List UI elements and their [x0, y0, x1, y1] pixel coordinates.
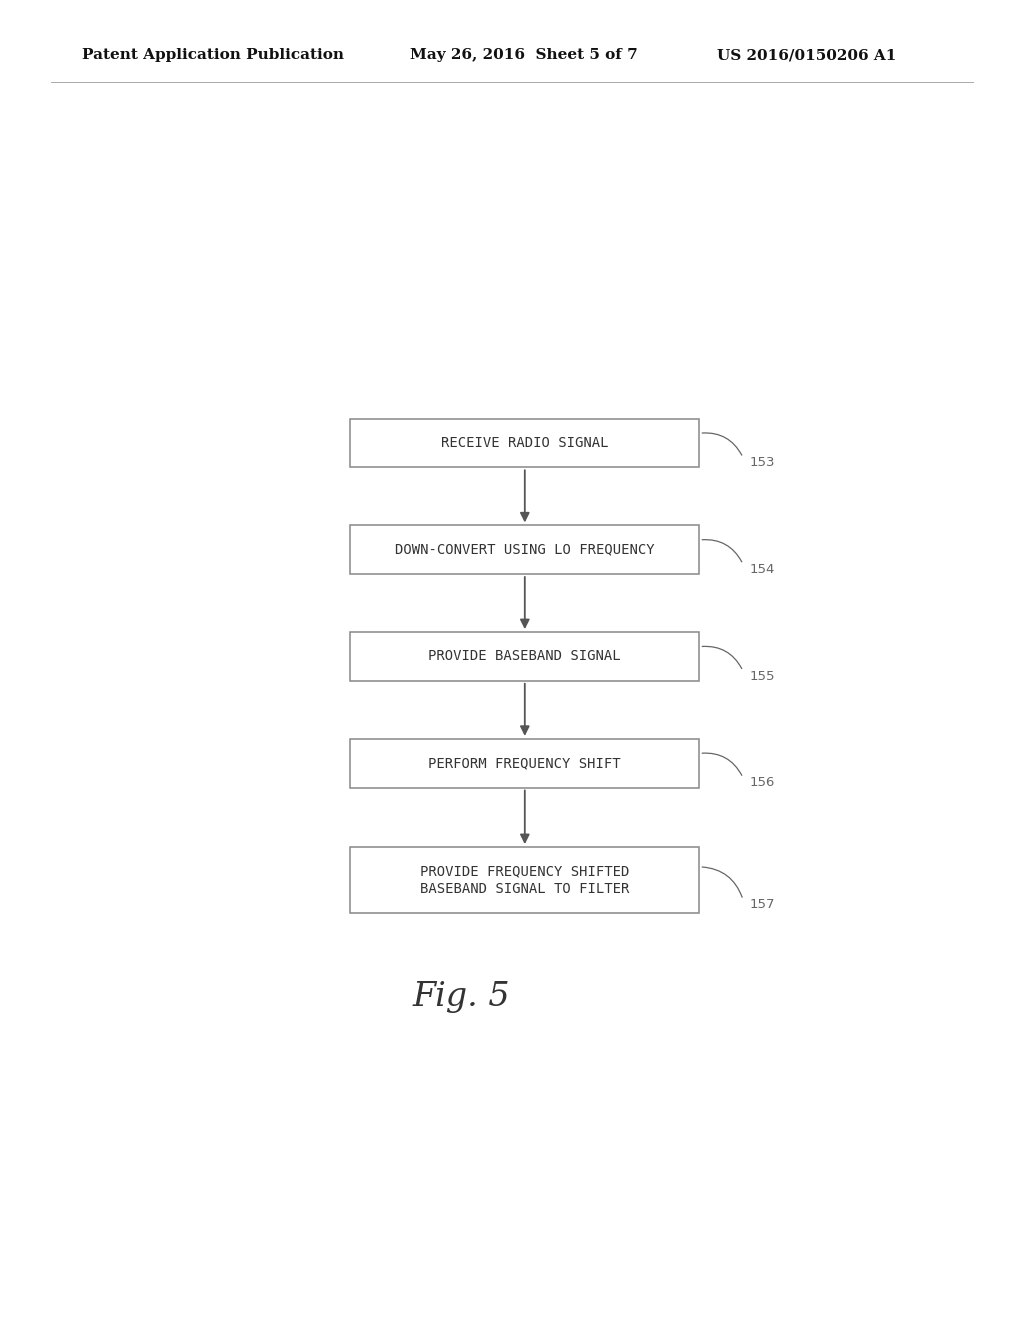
FancyBboxPatch shape [350, 847, 699, 913]
FancyBboxPatch shape [350, 525, 699, 574]
Text: RECEIVE RADIO SIGNAL: RECEIVE RADIO SIGNAL [441, 436, 608, 450]
Text: Fig. 5: Fig. 5 [413, 981, 510, 1012]
Text: 155: 155 [750, 669, 775, 682]
Text: 153: 153 [750, 457, 775, 469]
Text: 156: 156 [750, 776, 775, 789]
Text: PROVIDE BASEBAND SIGNAL: PROVIDE BASEBAND SIGNAL [428, 649, 622, 664]
Text: PERFORM FREQUENCY SHIFT: PERFORM FREQUENCY SHIFT [428, 756, 622, 770]
Text: US 2016/0150206 A1: US 2016/0150206 A1 [717, 49, 896, 62]
FancyBboxPatch shape [350, 418, 699, 467]
Text: PROVIDE FREQUENCY SHIFTED
BASEBAND SIGNAL TO FILTER: PROVIDE FREQUENCY SHIFTED BASEBAND SIGNA… [420, 863, 630, 896]
FancyBboxPatch shape [350, 739, 699, 788]
Text: DOWN-CONVERT USING LO FREQUENCY: DOWN-CONVERT USING LO FREQUENCY [395, 543, 654, 557]
Text: May 26, 2016  Sheet 5 of 7: May 26, 2016 Sheet 5 of 7 [410, 49, 637, 62]
Text: 154: 154 [750, 562, 775, 576]
Text: Patent Application Publication: Patent Application Publication [82, 49, 344, 62]
FancyBboxPatch shape [350, 632, 699, 681]
Text: 157: 157 [750, 899, 775, 911]
